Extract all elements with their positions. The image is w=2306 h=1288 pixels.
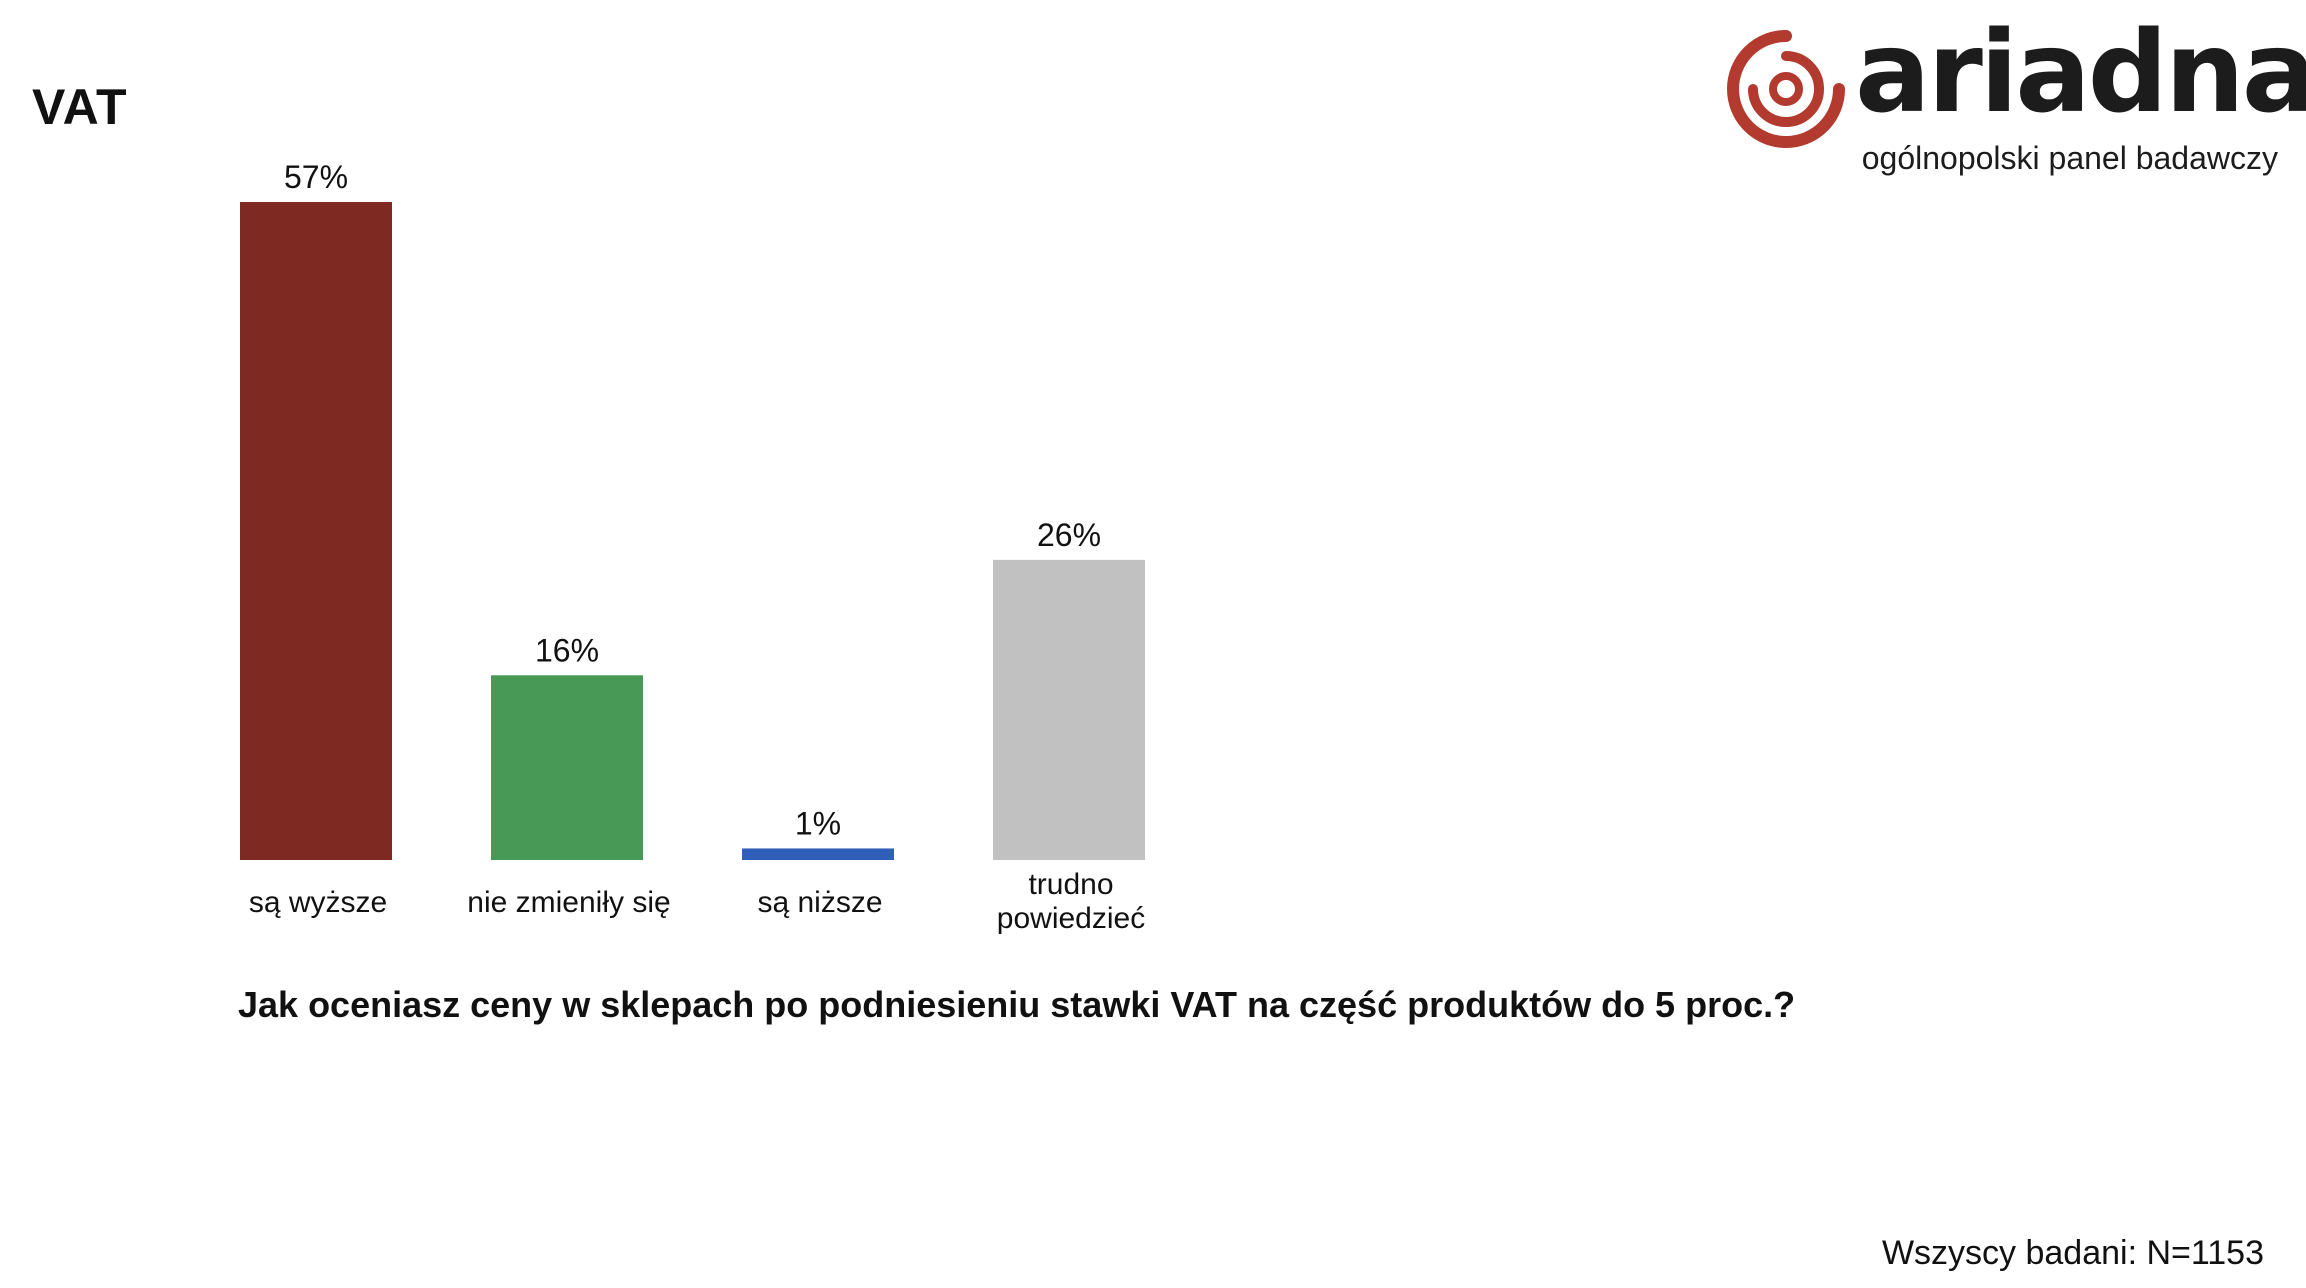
category-label-1-line-0: nie zmieniły się [467,886,670,919]
category-label-0-line-0: są wyższe [249,886,387,919]
data-label-0: 57% [284,159,348,195]
logo-wordmark: ariadna [1855,8,2306,138]
page-title: VAT [32,79,128,135]
data-label-2: 1% [795,805,841,841]
sample-size-note: Wszyscy badani: N=1153 [1881,1234,2264,1272]
category-label-3: trudno powiedzieć [997,868,1145,935]
bar-3 [993,559,1145,860]
data-label-3: 26% [1037,517,1101,553]
category-label-1: nie zmieniły się [467,886,670,919]
category-label-3-line-1: powiedzieć [997,902,1145,935]
survey-question: Jak oceniasz ceny w sklepach po podniesi… [238,984,1796,1025]
bar-2 [742,848,894,860]
category-label-2-line-0: są niższe [757,886,882,919]
ariadna-logo-mark-icon [1727,30,1845,148]
category-label-0: są wyższe [249,886,387,919]
data-label-1: 16% [535,632,599,668]
bar-0 [240,202,392,860]
bar-1 [491,675,643,860]
category-label-3-line-0: trudno [1028,868,1113,901]
category-label-2: są niższe [757,886,882,919]
ariadna-logo: ariadna ogólnopolski panel badawczy [1725,8,2306,180]
logo-tagline: ogólnopolski panel badawczy [1861,140,2278,176]
